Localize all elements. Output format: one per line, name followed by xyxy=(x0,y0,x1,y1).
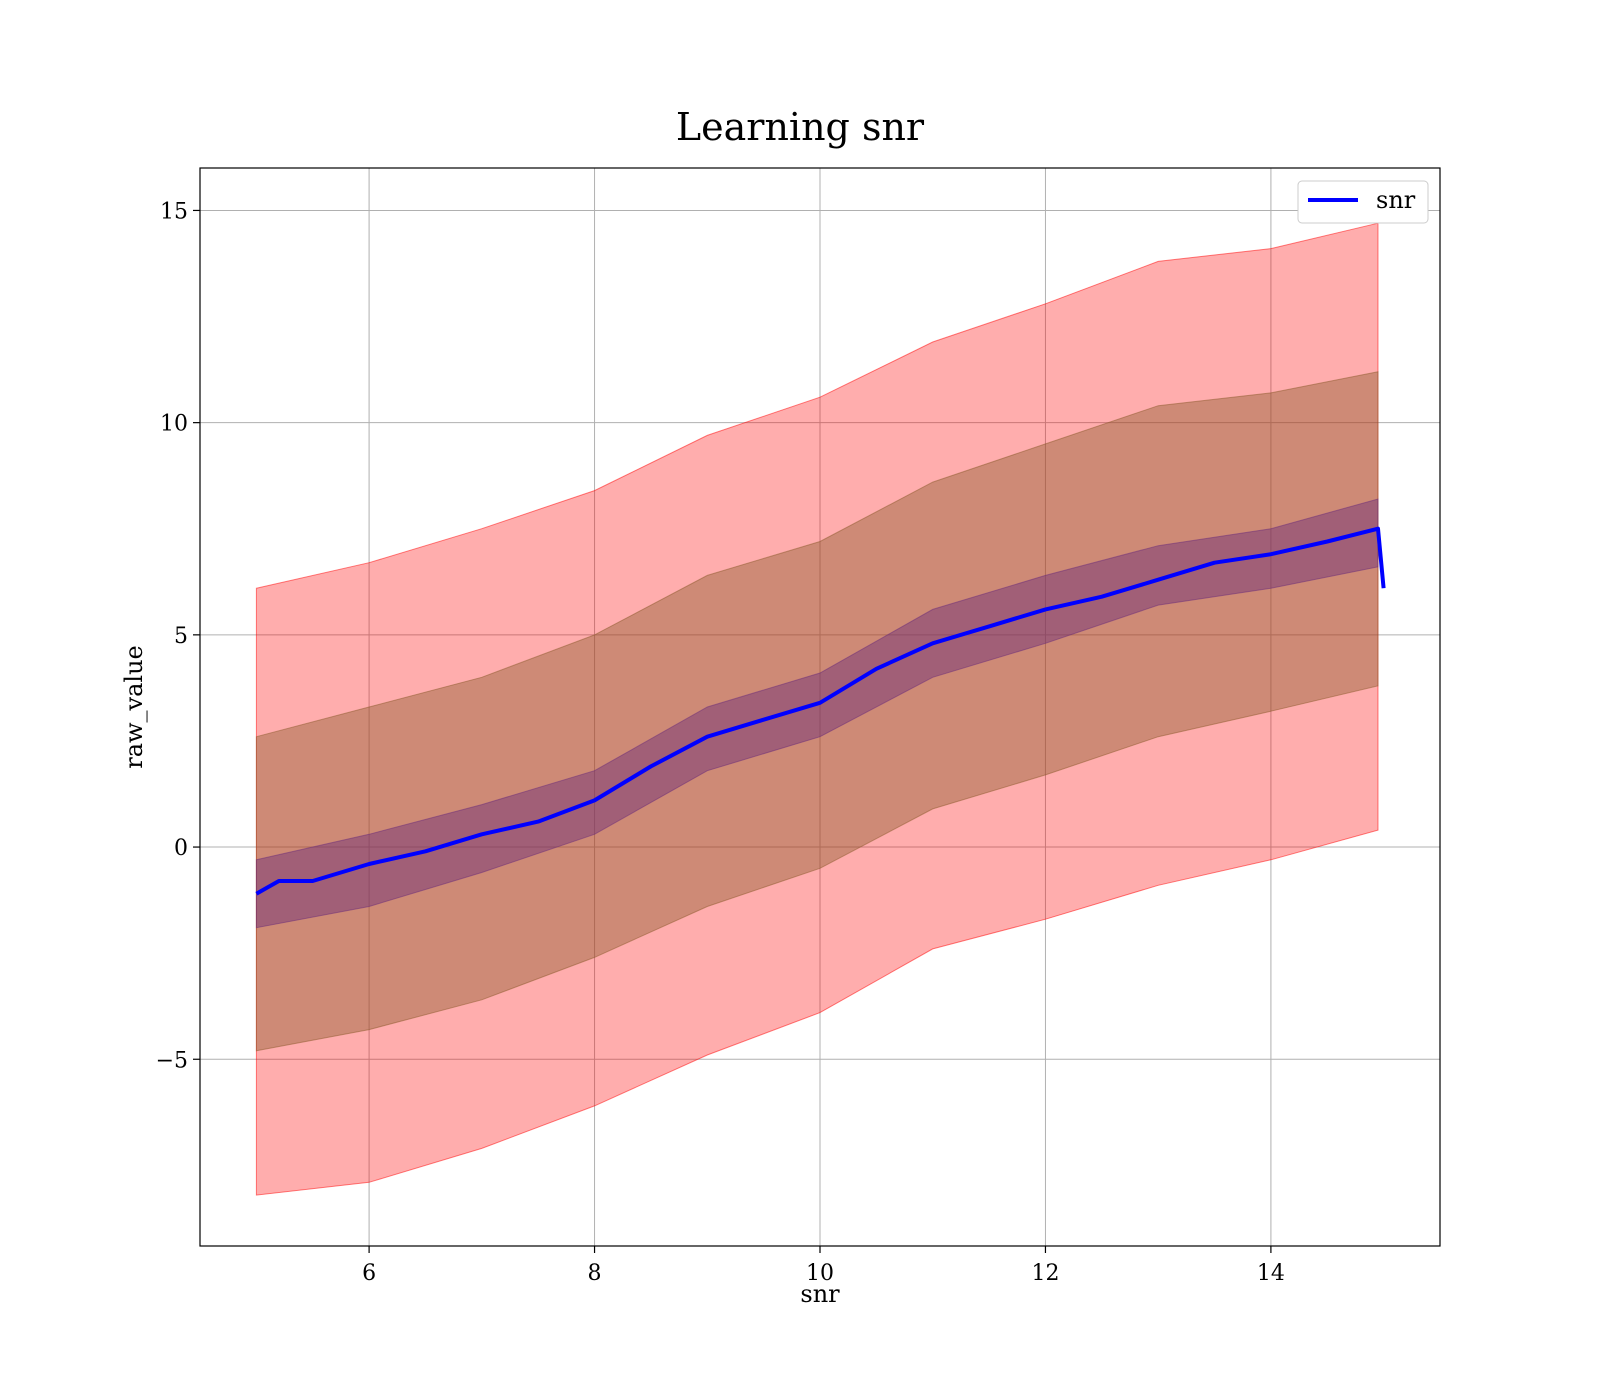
y-tick-label: 0 xyxy=(174,836,188,861)
y-tick-label: −5 xyxy=(156,1048,188,1073)
y-tick-label: 10 xyxy=(160,412,188,437)
series-line-snr xyxy=(255,526,1386,896)
series-lines xyxy=(255,526,1386,896)
legend: snr xyxy=(1297,180,1429,224)
y-tick-label: 15 xyxy=(160,199,188,224)
legend-label: snr xyxy=(1376,186,1416,214)
y-tick-label: 5 xyxy=(174,624,188,649)
band-outer xyxy=(255,222,1379,1196)
x-axis-label: snr xyxy=(800,1280,840,1308)
grid xyxy=(200,168,1440,1246)
chart-title: Learning snr xyxy=(676,105,925,149)
legend-box xyxy=(1297,180,1429,224)
x-tick-label: 14 xyxy=(1257,1261,1285,1286)
x-tick-label: 6 xyxy=(362,1261,376,1286)
x-tick-label: 12 xyxy=(1031,1261,1059,1286)
x-tick-label: 8 xyxy=(588,1261,602,1286)
x-tick-label: 10 xyxy=(806,1261,834,1286)
y-axis: 15 10 5 0 −5 xyxy=(156,199,200,1073)
band-middle xyxy=(255,371,1379,1052)
y-axis-label: raw_value xyxy=(120,645,148,769)
x-axis: 6 8 10 12 14 xyxy=(362,1246,1285,1286)
